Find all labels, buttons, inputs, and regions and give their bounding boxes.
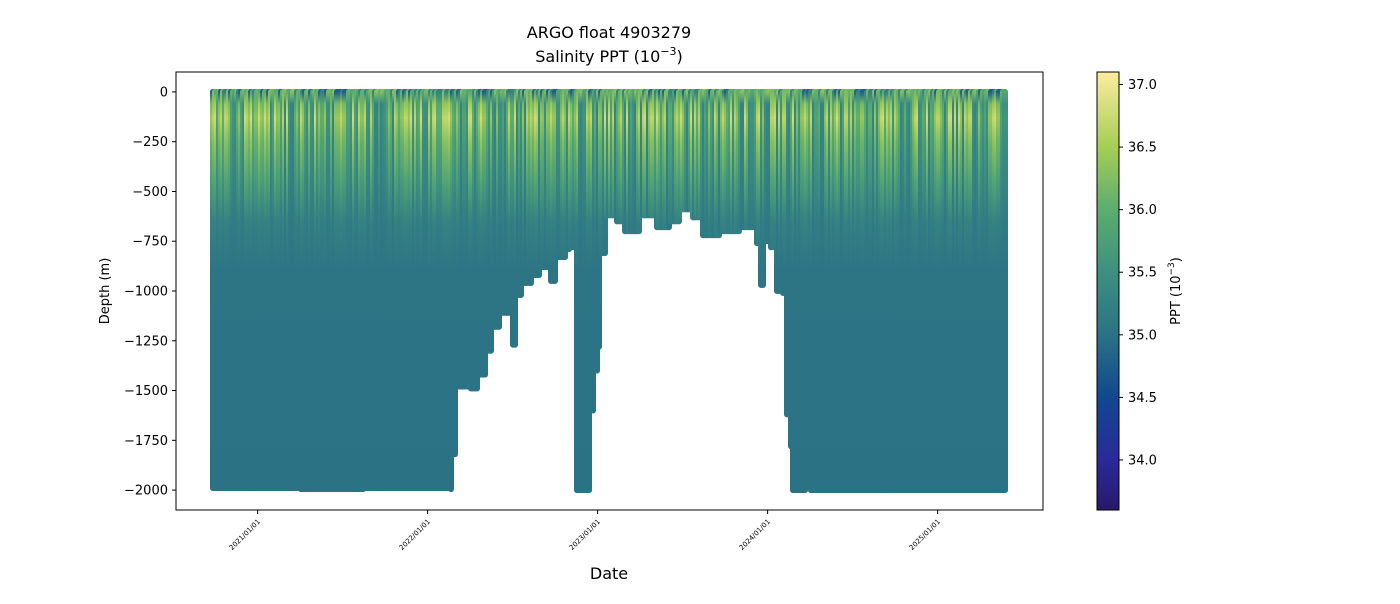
x-tick-label: 2025/01/01 [908, 518, 942, 552]
y-tick-label: −250 [132, 135, 168, 150]
colorbar-tick-label: 36.0 [1128, 203, 1157, 218]
y-axis: 0 −250 −500 −750 −1000 −1250 −1500 −1750 −2000 [124, 85, 176, 499]
colorbar-tick-label: 34.0 [1128, 453, 1157, 468]
colorbar-tick-label: 36.5 [1128, 141, 1157, 156]
x-axis-label: Date [590, 564, 628, 583]
colorbar-tick-label: 34.5 [1128, 391, 1157, 406]
x-tick-label: 2023/01/01 [568, 518, 602, 552]
plot-area [210, 88, 1008, 494]
x-axis: 2021/01/01 2022/01/01 2023/01/01 2024/01/01… [228, 510, 942, 552]
colorbar-label: PPT (10−3) [1167, 257, 1184, 325]
y-tick-label: 0 [160, 85, 168, 100]
profile-column [1002, 88, 1008, 494]
colorbar [1096, 71, 1120, 511]
y-axis-label: Depth (m) [98, 258, 113, 325]
colorbar-ticks: 34.0 34.5 35.0 35.5 36.0 36.5 37.0 [1119, 78, 1157, 468]
colorbar-tick-label: 37.0 [1128, 78, 1157, 93]
x-tick-label: 2022/01/01 [398, 518, 432, 552]
colorbar-tick-label: 35.0 [1128, 328, 1157, 343]
chart-title-line1: ARGO float 4903279 [527, 23, 691, 42]
x-tick-label: 2024/01/01 [738, 518, 772, 552]
chart-title-line2: Salinity PPT (10−3) [535, 45, 683, 66]
y-tick-label: −2000 [124, 484, 168, 499]
y-tick-label: −750 [132, 235, 168, 250]
colorbar-tick-label: 35.5 [1128, 266, 1157, 281]
y-tick-label: −1500 [124, 384, 168, 399]
y-tick-label: −1250 [124, 334, 168, 349]
y-tick-label: −1000 [124, 285, 168, 300]
y-tick-label: −500 [132, 185, 168, 200]
x-tick-label: 2021/01/01 [228, 518, 262, 552]
y-tick-label: −1750 [124, 434, 168, 449]
